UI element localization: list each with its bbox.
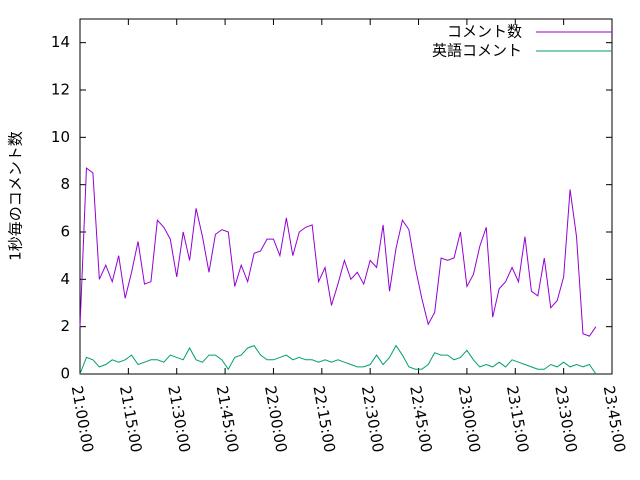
x-tick-label: 21:30:00: [164, 384, 193, 453]
x-tick-label: 23:15:00: [503, 384, 532, 453]
legend-label: 英語コメント: [432, 42, 522, 60]
x-tick-label: 23:30:00: [551, 384, 580, 453]
x-tick-label: 22:30:00: [358, 384, 387, 453]
x-tick-label: 22:45:00: [406, 384, 435, 453]
x-tick-label: 23:00:00: [455, 384, 484, 453]
x-tick-label: 23:45:00: [600, 384, 629, 453]
y-tick-label: 0: [60, 365, 70, 383]
y-tick-label: 6: [60, 223, 70, 241]
y-tick-label: 12: [51, 81, 70, 99]
x-tick-label: 21:15:00: [116, 384, 145, 453]
legend-label: コメント数: [447, 23, 522, 41]
series-line: [79, 167, 597, 337]
y-tick-label: 2: [60, 317, 70, 335]
x-tick-label: 22:15:00: [309, 384, 338, 453]
y-axis-label: 1秒毎のコメント数: [7, 131, 25, 261]
y-tick-label: 8: [60, 175, 70, 193]
y-tick-label: 14: [51, 33, 70, 51]
series-line: [79, 344, 597, 375]
plot-frame: [79, 18, 613, 375]
x-tick-label: 21:45:00: [213, 384, 242, 453]
y-tick-label: 10: [51, 128, 70, 146]
x-tick-label: 22:00:00: [261, 384, 290, 453]
x-tick-label: 21:00:00: [68, 384, 97, 453]
y-tick-label: 4: [60, 270, 70, 288]
